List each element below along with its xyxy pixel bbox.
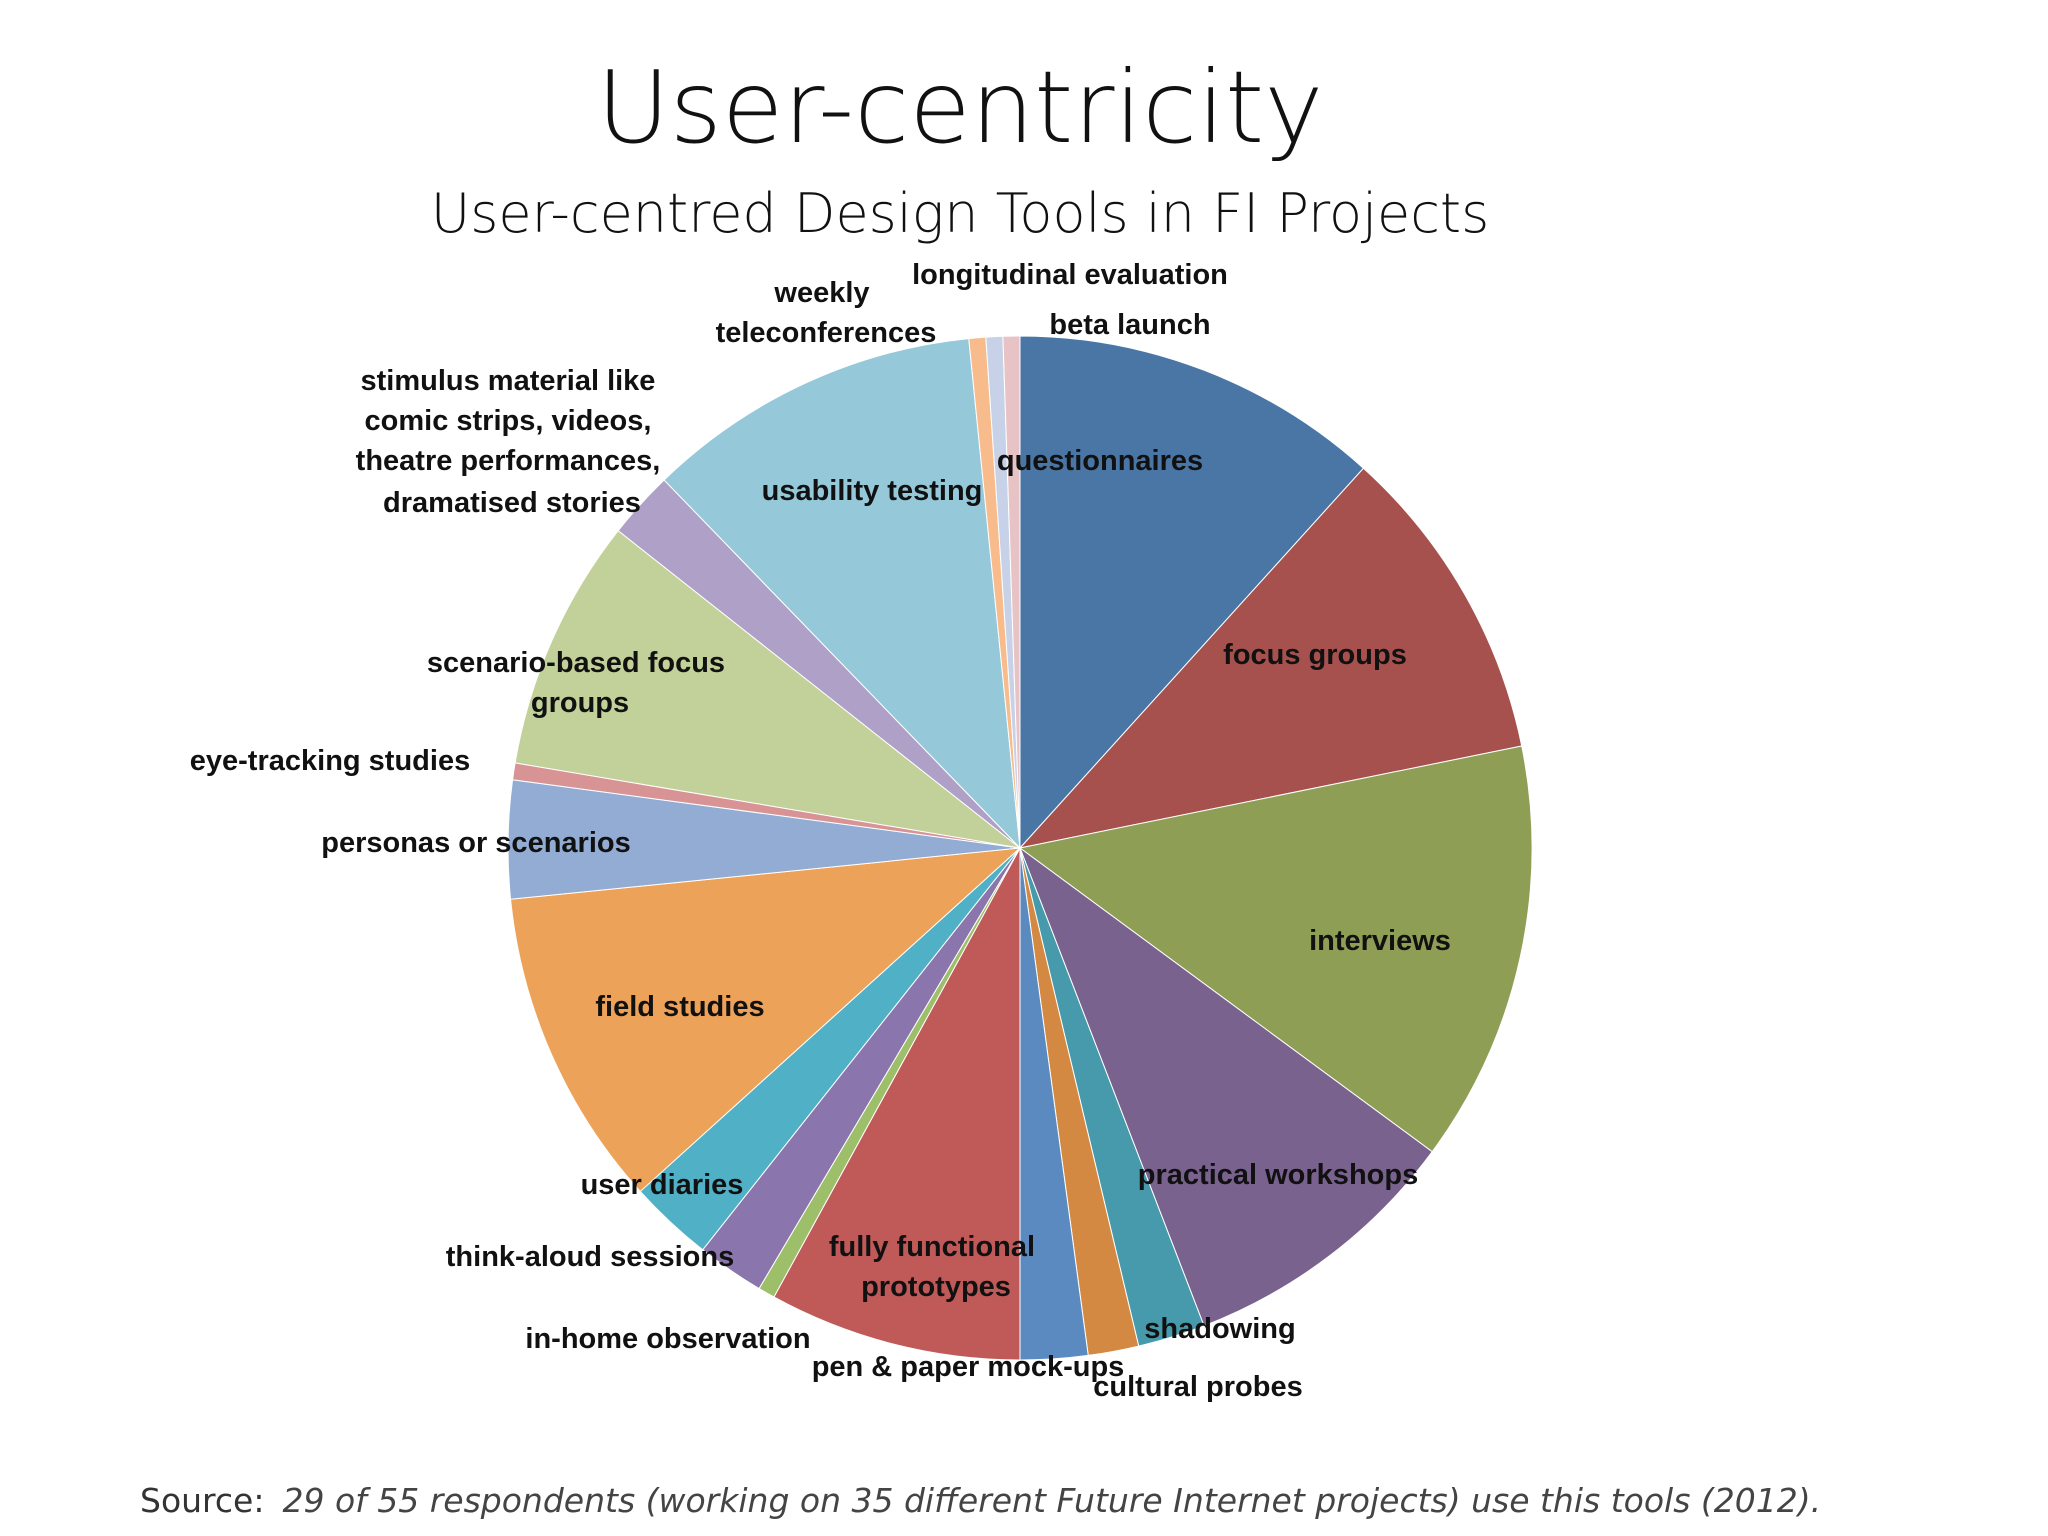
pie-slice-focus-groups	[1018, 467, 1523, 849]
slice-label-longitudinal-evaluation: longitudinal evaluation	[912, 259, 1228, 291]
chart-title: User-centricity	[597, 49, 1324, 166]
source-text: 29 of 55 respondents (working on 35 diff…	[282, 1481, 1821, 1520]
pie-slice-scenario-based-focus-groups	[514, 529, 1021, 849]
slice-label-user-diaries: user diaries	[581, 1169, 744, 1201]
pie-slice-interviews	[1018, 745, 1533, 1153]
slice-label-stimulus-material: stimulus material like comic strips, vid…	[356, 365, 669, 519]
slice-label-questionnaires: questionnaires	[997, 445, 1203, 477]
slice-label-think-aloud-sessions: think-aloud sessions	[446, 1241, 734, 1273]
slice-label-practical-workshops: practical workshops	[1138, 1159, 1418, 1191]
source-note: Source: 29 of 55 respondents (working on…	[140, 1481, 1821, 1520]
slice-label-focus-groups: focus groups	[1223, 639, 1407, 671]
slice-label-personas-or-scenarios: personas or scenarios	[321, 827, 630, 859]
slice-label-field-studies: field studies	[595, 991, 764, 1023]
slice-label-scenario-based-focus-groups: scenario-based focus groups	[427, 647, 733, 719]
slice-label-usability-testing: usability testing	[762, 475, 983, 507]
pie-slice-beta-launch	[1002, 335, 1021, 849]
slice-label-in-home-observation: in-home observation	[525, 1323, 810, 1355]
pie-slices	[507, 335, 1533, 1361]
slice-label-fully-functional-prototypes: fully functional prototypes	[829, 1231, 1043, 1303]
chart-subtitle: User-centred Design Tools in FI Projects	[431, 182, 1489, 245]
slice-label-weekly-teleconferences: weekly teleconferences	[716, 277, 937, 349]
pie-slice-questionnaires	[1019, 335, 1365, 850]
pie-slice-practical-workshops	[1018, 846, 1433, 1327]
slice-label-shadowing: shadowing	[1144, 1313, 1295, 1345]
slice-label-eye-tracking-studies: eye-tracking studies	[190, 745, 470, 777]
slice-label-beta-launch: beta launch	[1049, 309, 1210, 341]
pie-slice-usability-testing	[663, 338, 1021, 850]
slice-label-interviews: interviews	[1309, 925, 1451, 957]
slice-label-pen-paper-mock-ups: pen & paper mock-ups	[812, 1351, 1125, 1383]
slice-labels: questionnaires focus groups interviews p…	[190, 259, 1451, 1403]
slice-label-cultural-probes: cultural probes	[1093, 1371, 1303, 1403]
source-prefix: Source:	[140, 1481, 264, 1520]
pie-slice-fully-functional-prototypes	[773, 847, 1021, 1361]
pie-slice-field-studies	[510, 847, 1022, 1193]
